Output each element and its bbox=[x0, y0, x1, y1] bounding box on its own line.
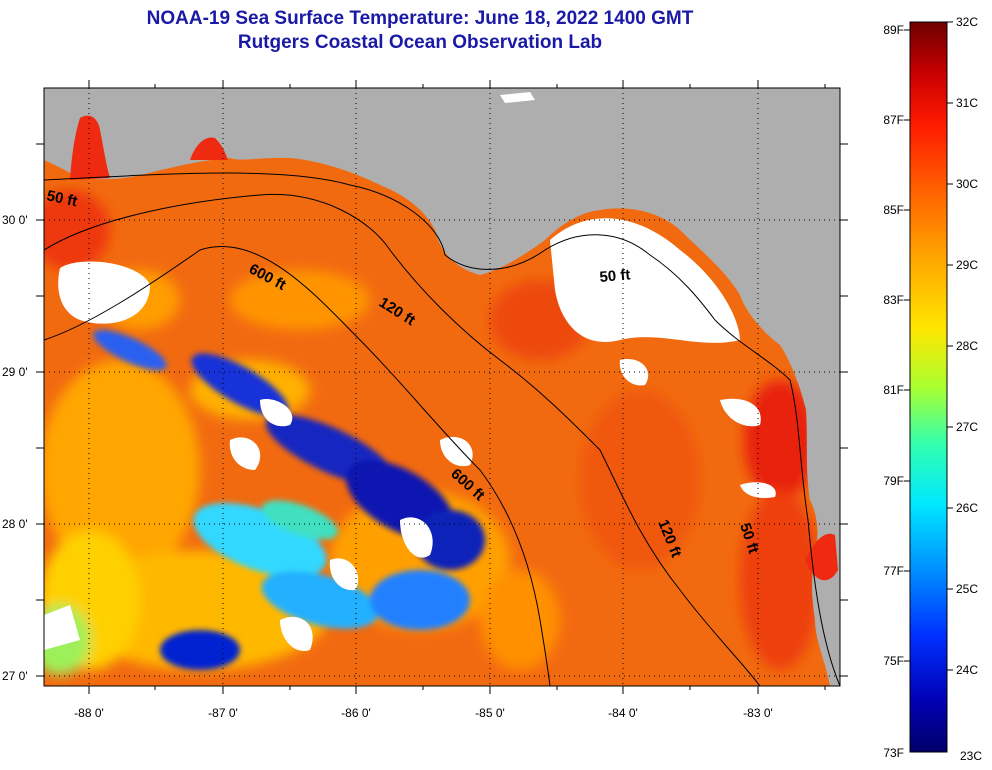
y-tick-label: 28 0' bbox=[2, 517, 28, 531]
bay-central bbox=[190, 137, 228, 160]
x-tick-label: -88 0' bbox=[74, 706, 104, 720]
x-tick-label: -84 0' bbox=[608, 706, 638, 720]
x-tick-label: -85 0' bbox=[475, 706, 505, 720]
f-label: 79F bbox=[883, 474, 904, 488]
cloud-cover bbox=[44, 218, 776, 651]
c-label: 25C bbox=[956, 582, 978, 596]
f-label: 87F bbox=[883, 113, 904, 127]
colorbar-gradient bbox=[909, 21, 948, 753]
cloud-over-land bbox=[500, 92, 535, 103]
x-axis-labels: -88 0' -87 0' -86 0' -85 0' -84 0' -83 0… bbox=[74, 706, 773, 720]
y-tick-label: 29 0' bbox=[2, 365, 28, 379]
x-tick-label: -86 0' bbox=[341, 706, 371, 720]
c-label: 30C bbox=[956, 177, 978, 191]
x-tick-label: -87 0' bbox=[208, 706, 238, 720]
colorbar-f-labels: 89F 87F 85F 83F 81F 79F 77F 75F 73F bbox=[883, 23, 904, 760]
f-label: 83F bbox=[883, 293, 904, 307]
colorbar-ticks bbox=[904, 21, 953, 671]
f-label: 73F bbox=[883, 746, 904, 760]
isobath-label-50ft-bigbend: 50 ft bbox=[599, 266, 631, 286]
f-label: 81F bbox=[883, 383, 904, 397]
map-frame bbox=[43, 87, 841, 687]
map-subtitle: Rutgers Coastal Ocean Observation Lab bbox=[237, 32, 603, 53]
land-mass bbox=[44, 88, 840, 686]
isobath-label-50ft-west: 50 ft bbox=[45, 187, 79, 210]
f-label: 85F bbox=[883, 203, 904, 217]
c-label: 31C bbox=[956, 96, 978, 110]
c-label: 32C bbox=[956, 15, 978, 29]
c-label: 29C bbox=[956, 258, 978, 272]
c-label: 23C bbox=[960, 749, 982, 763]
c-label: 24C bbox=[956, 663, 978, 677]
c-label: 27C bbox=[956, 420, 978, 434]
x-tick-label: -83 0' bbox=[743, 706, 773, 720]
colorbar-c-labels: 32C 31C 30C 29C 28C 27C 26C 25C 24C 23C bbox=[956, 15, 982, 763]
y-tick-label: 27 0' bbox=[2, 669, 28, 683]
c-label: 26C bbox=[956, 501, 978, 515]
axis-ticks bbox=[36, 80, 848, 694]
y-axis-labels: 30 0' 29 0' 28 0' 27 0' bbox=[2, 213, 28, 683]
f-label: 77F bbox=[883, 564, 904, 578]
y-tick-label: 30 0' bbox=[2, 213, 28, 227]
bay-west bbox=[70, 115, 110, 180]
sst-warm-patches bbox=[44, 190, 820, 670]
f-label: 75F bbox=[883, 654, 904, 668]
f-label: 89F bbox=[883, 23, 904, 37]
c-label: 28C bbox=[956, 339, 978, 353]
map-title: NOAA-19 Sea Surface Temperature: June 18… bbox=[146, 8, 694, 29]
